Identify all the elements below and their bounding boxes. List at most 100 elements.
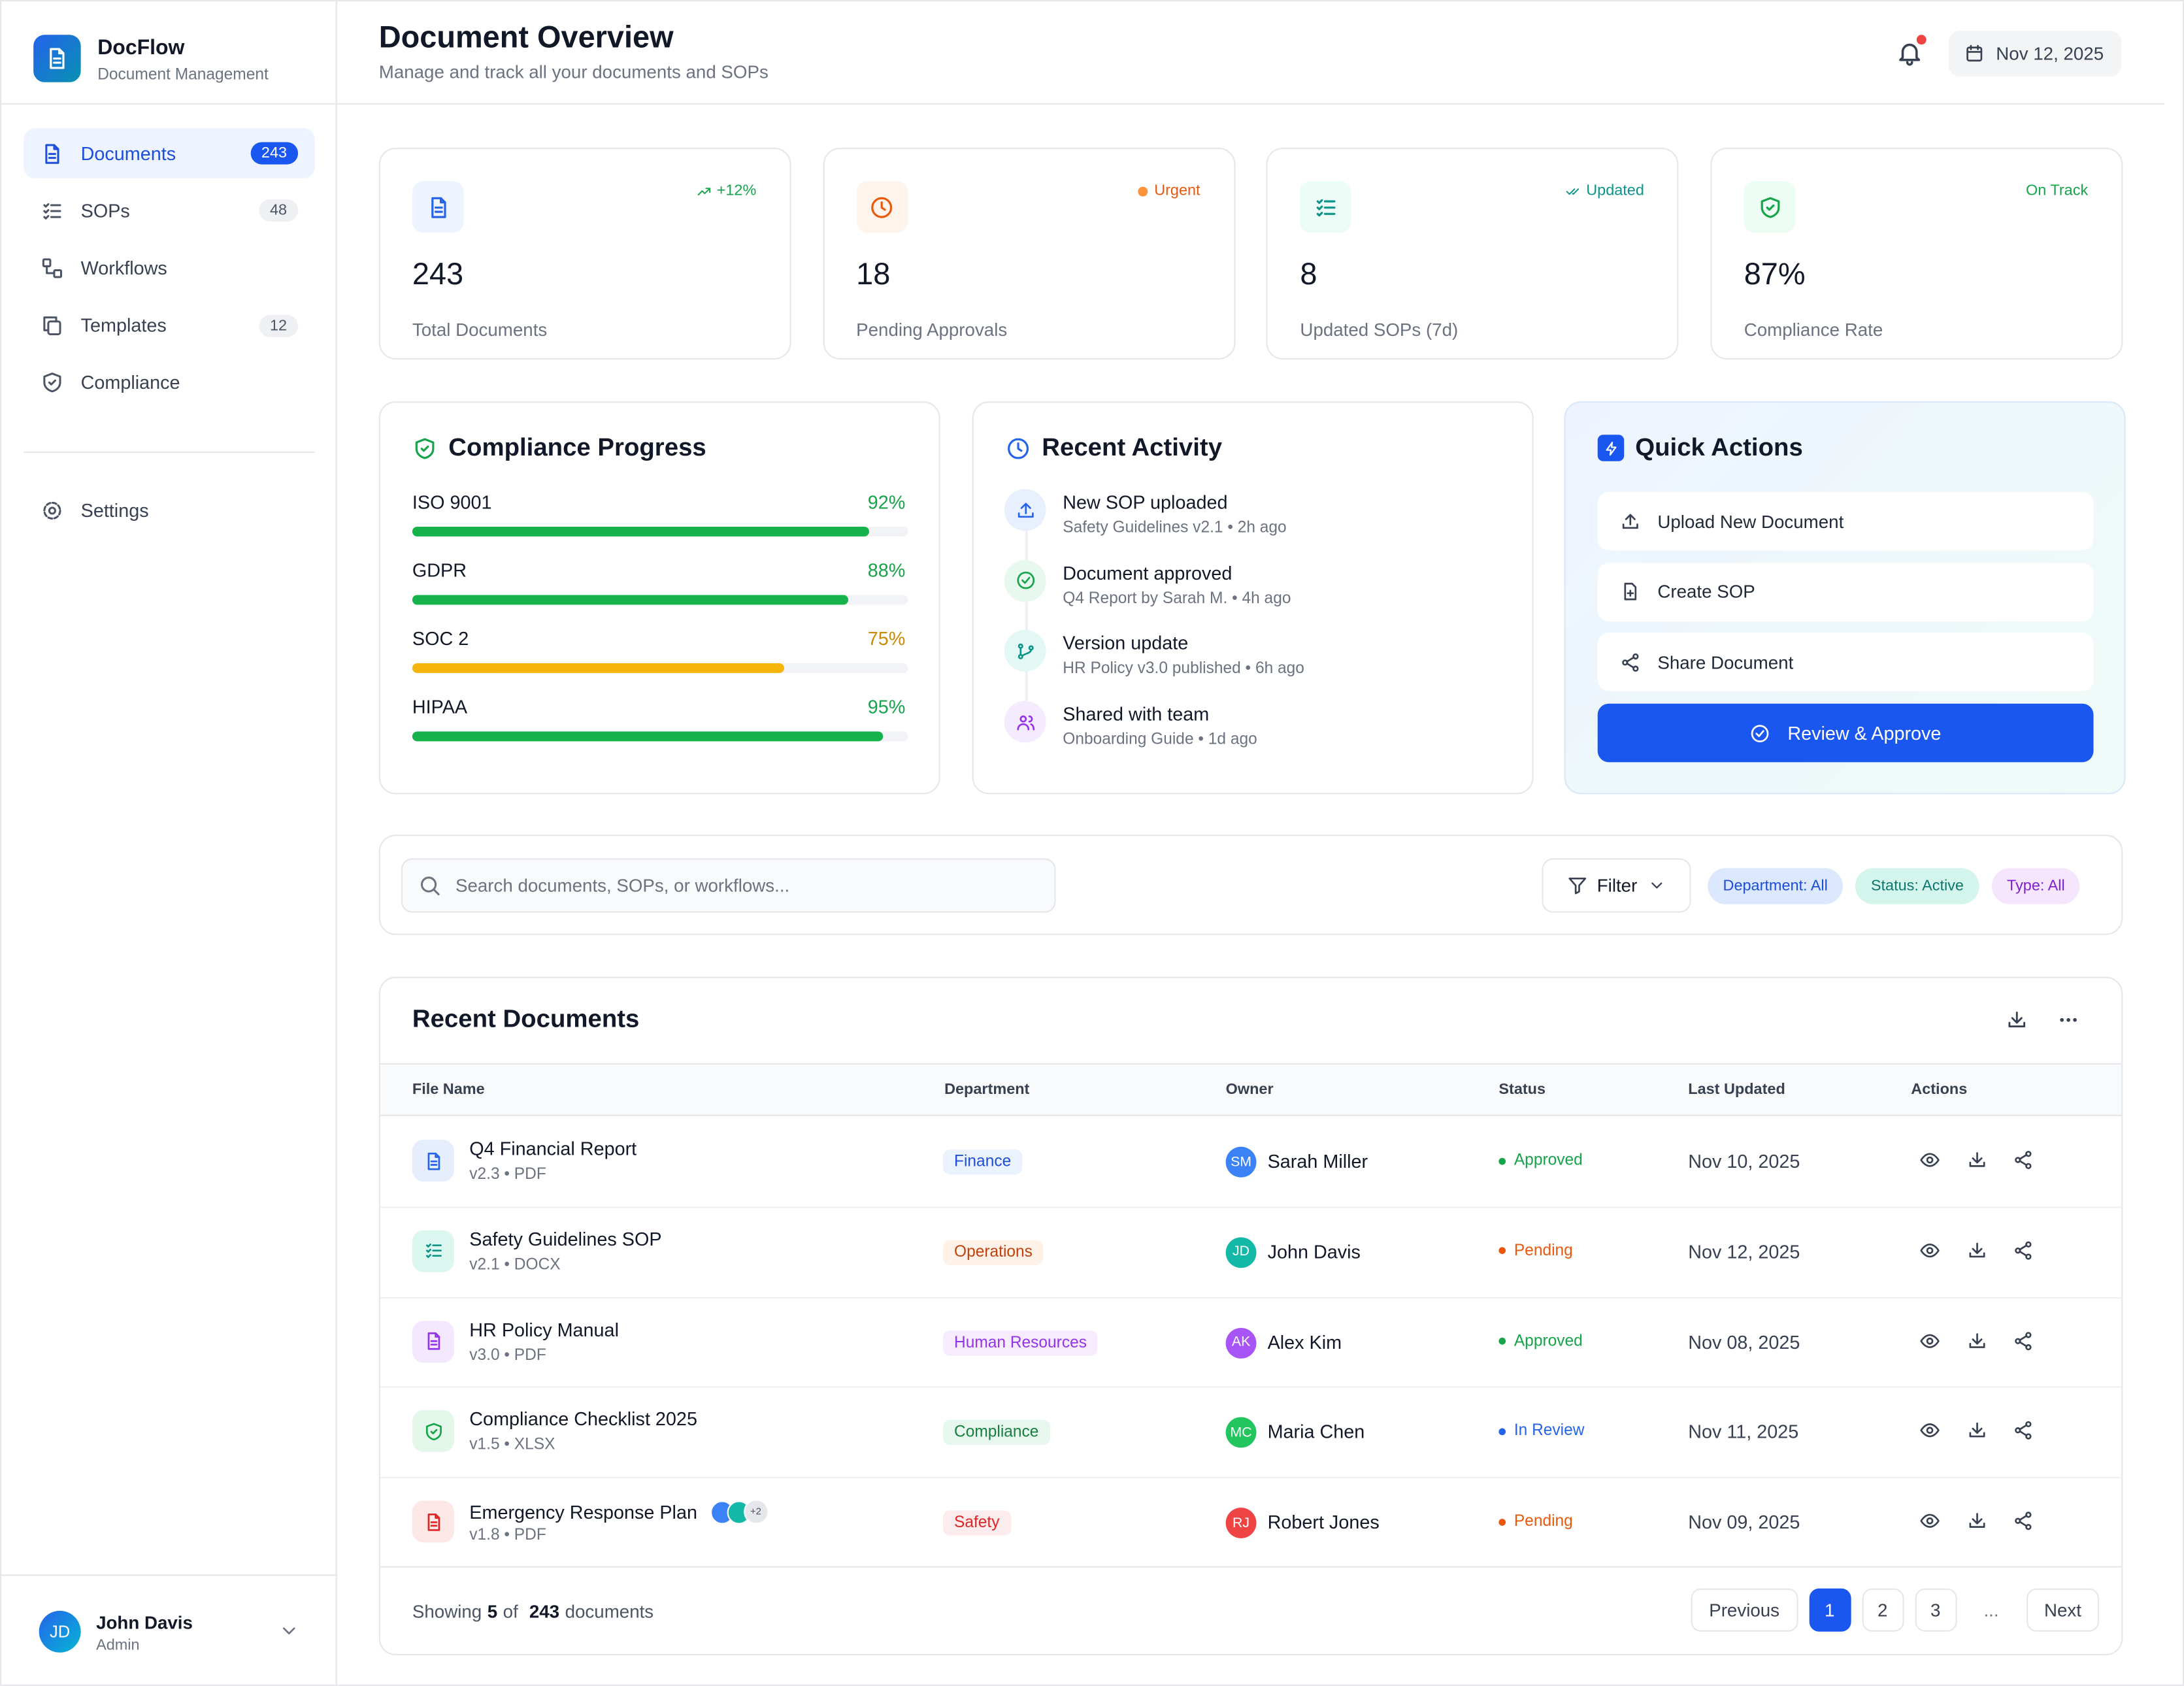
icon <box>1566 188 1579 194</box>
icon-shape <box>1622 659 1629 666</box>
filter-chip[interactable]: Department: All <box>1708 868 1844 904</box>
status-label: In Review <box>1514 1423 1585 1440</box>
tag-dot <box>1137 186 1148 196</box>
row-action[interactable] <box>1966 1149 1987 1178</box>
documents-card: Recent Documents File Name Department Owner… <box>378 976 2123 1656</box>
nav-item[interactable]: SOPs 48 <box>24 186 314 236</box>
icon <box>427 1513 440 1531</box>
pagination-ellipsis: ... <box>1983 1599 1999 1621</box>
page-button[interactable]: Next <box>2026 1588 2100 1632</box>
nav-item[interactable]: Compliance <box>24 358 314 408</box>
row-action[interactable] <box>1966 1421 1987 1449</box>
icon-shape <box>2019 1153 2028 1166</box>
nav-item[interactable]: Documents 243 <box>24 128 315 178</box>
icon-shape <box>1626 656 1635 669</box>
file-name-line: Compliance Checklist 2025 <box>469 1409 697 1430</box>
icon-shape <box>1765 203 1774 210</box>
collaborator-count: +2 <box>743 1499 769 1525</box>
icon <box>1968 1242 1985 1257</box>
row-action[interactable] <box>2013 1330 2034 1358</box>
filter-chip[interactable]: Status: Active <box>1855 868 1979 904</box>
notifications[interactable] <box>1896 35 1927 74</box>
icon-shape <box>48 506 56 514</box>
row-action[interactable] <box>2013 1511 2034 1539</box>
department-badge: Compliance <box>942 1420 1050 1446</box>
compliance-name: ISO 9001 <box>412 491 492 513</box>
filter-chips: Department: All Status: Active Type: All <box>1708 868 2081 904</box>
icon-shape <box>1756 729 1765 736</box>
file-meta: v1.5 • XLSX <box>469 1437 555 1454</box>
row-action[interactable] <box>1919 1330 1940 1358</box>
icon-shape <box>425 1244 441 1259</box>
avatar: JD <box>39 1610 81 1653</box>
search-card: Search documents, SOPs, or workflows... F… <box>378 835 2123 935</box>
file-name-line: Safety Guidelines SOP <box>469 1229 661 1249</box>
date-picker[interactable]: Nov 12, 2025 <box>1948 30 2122 77</box>
icon <box>431 196 446 218</box>
status: Approved <box>1498 1152 1583 1169</box>
icon-shape <box>2019 1515 2028 1528</box>
icon-shape <box>1624 583 1637 601</box>
row-action[interactable] <box>1919 1149 1940 1178</box>
icon <box>1316 198 1336 216</box>
icon-shape <box>2025 1524 2032 1530</box>
divider <box>24 451 315 453</box>
icon-shape <box>2066 1017 2070 1022</box>
row-action[interactable] <box>1919 1421 1940 1449</box>
search-input[interactable]: Search documents, SOPs, or workflows... <box>401 858 1056 913</box>
icon-shape <box>1605 440 1616 455</box>
icon <box>1017 502 1033 518</box>
icon-shape <box>1008 437 1029 459</box>
icon-shape <box>282 1627 295 1635</box>
stat-card: +12% 243 Total Documents <box>378 148 791 360</box>
row-action[interactable] <box>2013 1149 2034 1178</box>
progress-track <box>412 663 908 673</box>
user-menu[interactable] <box>278 1621 299 1649</box>
activity-detail: Onboarding Guide • 1d ago <box>1063 731 1257 749</box>
more-button[interactable] <box>2057 1009 2079 1038</box>
page-button[interactable]: Previous <box>1691 1588 1798 1632</box>
icon-shape <box>427 1151 440 1170</box>
row-action[interactable] <box>2013 1421 2034 1449</box>
icon <box>1920 1153 1940 1167</box>
icon-shape <box>43 203 61 220</box>
page-button[interactable]: 3 <box>1914 1588 1957 1632</box>
tagline: Document Management <box>97 67 269 84</box>
primary-button[interactable]: Review & Approve <box>1597 703 2094 763</box>
row-action[interactable] <box>1966 1330 1987 1358</box>
icon <box>1920 1333 1940 1348</box>
icon-shape <box>2019 1334 2028 1347</box>
action-button[interactable]: Upload New Document <box>1597 491 2094 551</box>
page-button[interactable]: 2 <box>1861 1588 1904 1632</box>
icon-box <box>1597 435 1625 461</box>
action-button[interactable]: Share Document <box>1597 633 2094 692</box>
icon-shape <box>880 201 886 210</box>
nav-item[interactable]: Settings <box>41 495 149 525</box>
row-action[interactable] <box>1919 1511 1940 1539</box>
icon-shape <box>2015 1518 2021 1525</box>
filter-chip[interactable]: Type: All <box>1991 868 2081 904</box>
nav-item[interactable]: Workflows <box>24 243 314 293</box>
action-button[interactable]: Create SOP <box>1597 562 2094 621</box>
page-button[interactable]: 1 <box>1808 1588 1851 1632</box>
primary-label: Review & Approve <box>1787 722 1942 744</box>
row-action[interactable] <box>1966 1511 1987 1539</box>
nav-item[interactable]: Templates 12 <box>24 301 314 351</box>
user-role: Admin <box>96 1637 140 1654</box>
export-button[interactable] <box>2006 1009 2028 1038</box>
icon <box>42 258 63 278</box>
icon-shape <box>46 265 56 274</box>
action-label: Upload New Document <box>1657 510 1844 532</box>
icon-shape <box>1760 196 1779 218</box>
row-action[interactable] <box>1966 1240 1987 1268</box>
row-action[interactable] <box>1919 1240 1940 1268</box>
stat-value: 87% <box>1744 256 1806 291</box>
icon-box <box>1744 181 1796 233</box>
icon <box>2015 1512 2032 1530</box>
filter-button[interactable]: Filter <box>1542 858 1691 913</box>
activity-title: Shared with team <box>1063 703 1210 725</box>
icon-shape <box>1920 1153 1940 1167</box>
row-action[interactable] <box>2013 1240 2034 1268</box>
department-badge: Safety <box>942 1510 1011 1536</box>
icon-shape <box>1632 665 1639 672</box>
